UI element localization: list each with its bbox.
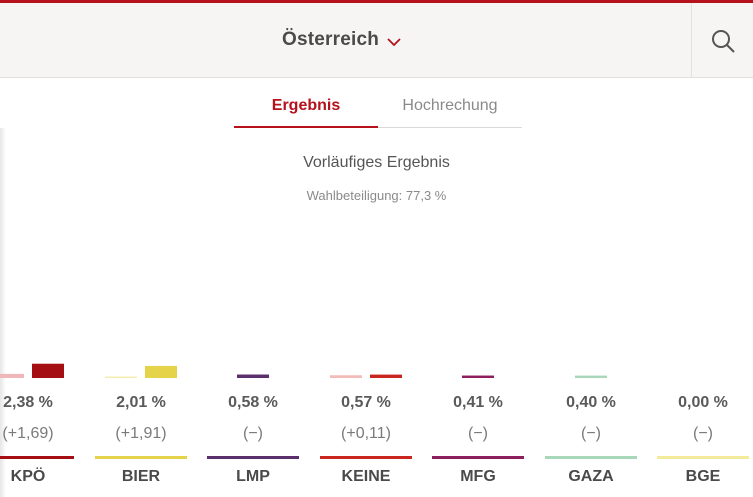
chevron-down-icon bbox=[387, 37, 401, 46]
party-change: (+1,91) bbox=[115, 425, 167, 442]
current-result-bar bbox=[145, 365, 177, 378]
party-percent: 2,38 % bbox=[3, 394, 53, 411]
party-change: (−) bbox=[693, 425, 713, 442]
party-name: GAZA bbox=[568, 468, 614, 485]
party-percent: 0,58 % bbox=[228, 394, 278, 411]
result-title: Vorläufiges Ergebnis bbox=[303, 154, 450, 171]
search-icon bbox=[711, 29, 735, 53]
party-percent: 0,40 % bbox=[566, 394, 616, 411]
previous-result-bar bbox=[105, 376, 137, 378]
party-change: (+1,69) bbox=[2, 425, 54, 442]
party-name: MFG bbox=[460, 468, 496, 485]
party-column: 0,40 % (−) GAZA bbox=[545, 394, 637, 486]
current-result-bar bbox=[575, 375, 607, 378]
party-percent: 0,41 % bbox=[453, 394, 503, 411]
search-button[interactable] bbox=[691, 3, 753, 78]
party-name: LMP bbox=[236, 468, 270, 485]
current-result-bar bbox=[32, 363, 64, 378]
party-change: (+0,11) bbox=[341, 425, 391, 442]
party-percent: 0,57 % bbox=[341, 394, 391, 411]
top-accent-bar bbox=[0, 0, 753, 3]
region-label: Österreich bbox=[282, 29, 380, 50]
party-name: KPÖ bbox=[10, 468, 46, 485]
party-column: 0,00 % (−) BGE bbox=[657, 394, 749, 486]
region-selector[interactable]: Österreich bbox=[282, 29, 401, 51]
party-color-line bbox=[657, 456, 749, 459]
scroll-shadow bbox=[0, 128, 6, 497]
tab-hochrechung[interactable]: Hochrechung bbox=[402, 97, 498, 114]
current-result-bar bbox=[370, 374, 402, 378]
party-color-line bbox=[545, 456, 637, 459]
party-column: 0,58 % (−) LMP bbox=[207, 394, 299, 486]
previous-result-bar bbox=[0, 373, 24, 378]
party-name: BIER bbox=[121, 468, 161, 485]
result-tabs: Ergebnis Hochrechung bbox=[234, 88, 522, 128]
party-change: (−) bbox=[468, 425, 488, 442]
party-change: (−) bbox=[243, 425, 263, 442]
current-result-bar bbox=[462, 375, 494, 378]
current-result-bar bbox=[687, 377, 719, 379]
party-name: KEINE bbox=[341, 468, 391, 485]
tab-ergebnis[interactable]: Ergebnis bbox=[234, 88, 378, 128]
party-column: 0,57 % (+0,11) KEINE bbox=[320, 394, 412, 486]
header: Österreich bbox=[0, 3, 753, 78]
party-column: 2,38 % (+1,69) KPÖ bbox=[0, 394, 74, 486]
results-bar-chart bbox=[0, 363, 719, 379]
current-result-bar bbox=[237, 374, 269, 378]
turnout-text: Wahlbeteiligung: 77,3 % bbox=[306, 188, 447, 203]
party-color-line bbox=[320, 456, 412, 459]
party-column: 2,01 % (+1,91) BIER bbox=[95, 394, 187, 486]
party-column: 0,41 % (−) MFG bbox=[432, 394, 524, 486]
previous-result-bar bbox=[330, 375, 362, 378]
party-color-line bbox=[207, 456, 299, 459]
party-percent: 2,01 % bbox=[116, 394, 166, 411]
party-color-line bbox=[432, 456, 524, 459]
party-name: BGE bbox=[685, 468, 721, 485]
party-color-line bbox=[95, 456, 187, 459]
party-percent: 0,00 % bbox=[678, 394, 728, 411]
party-change: (−) bbox=[581, 425, 601, 442]
party-color-line bbox=[0, 456, 74, 459]
